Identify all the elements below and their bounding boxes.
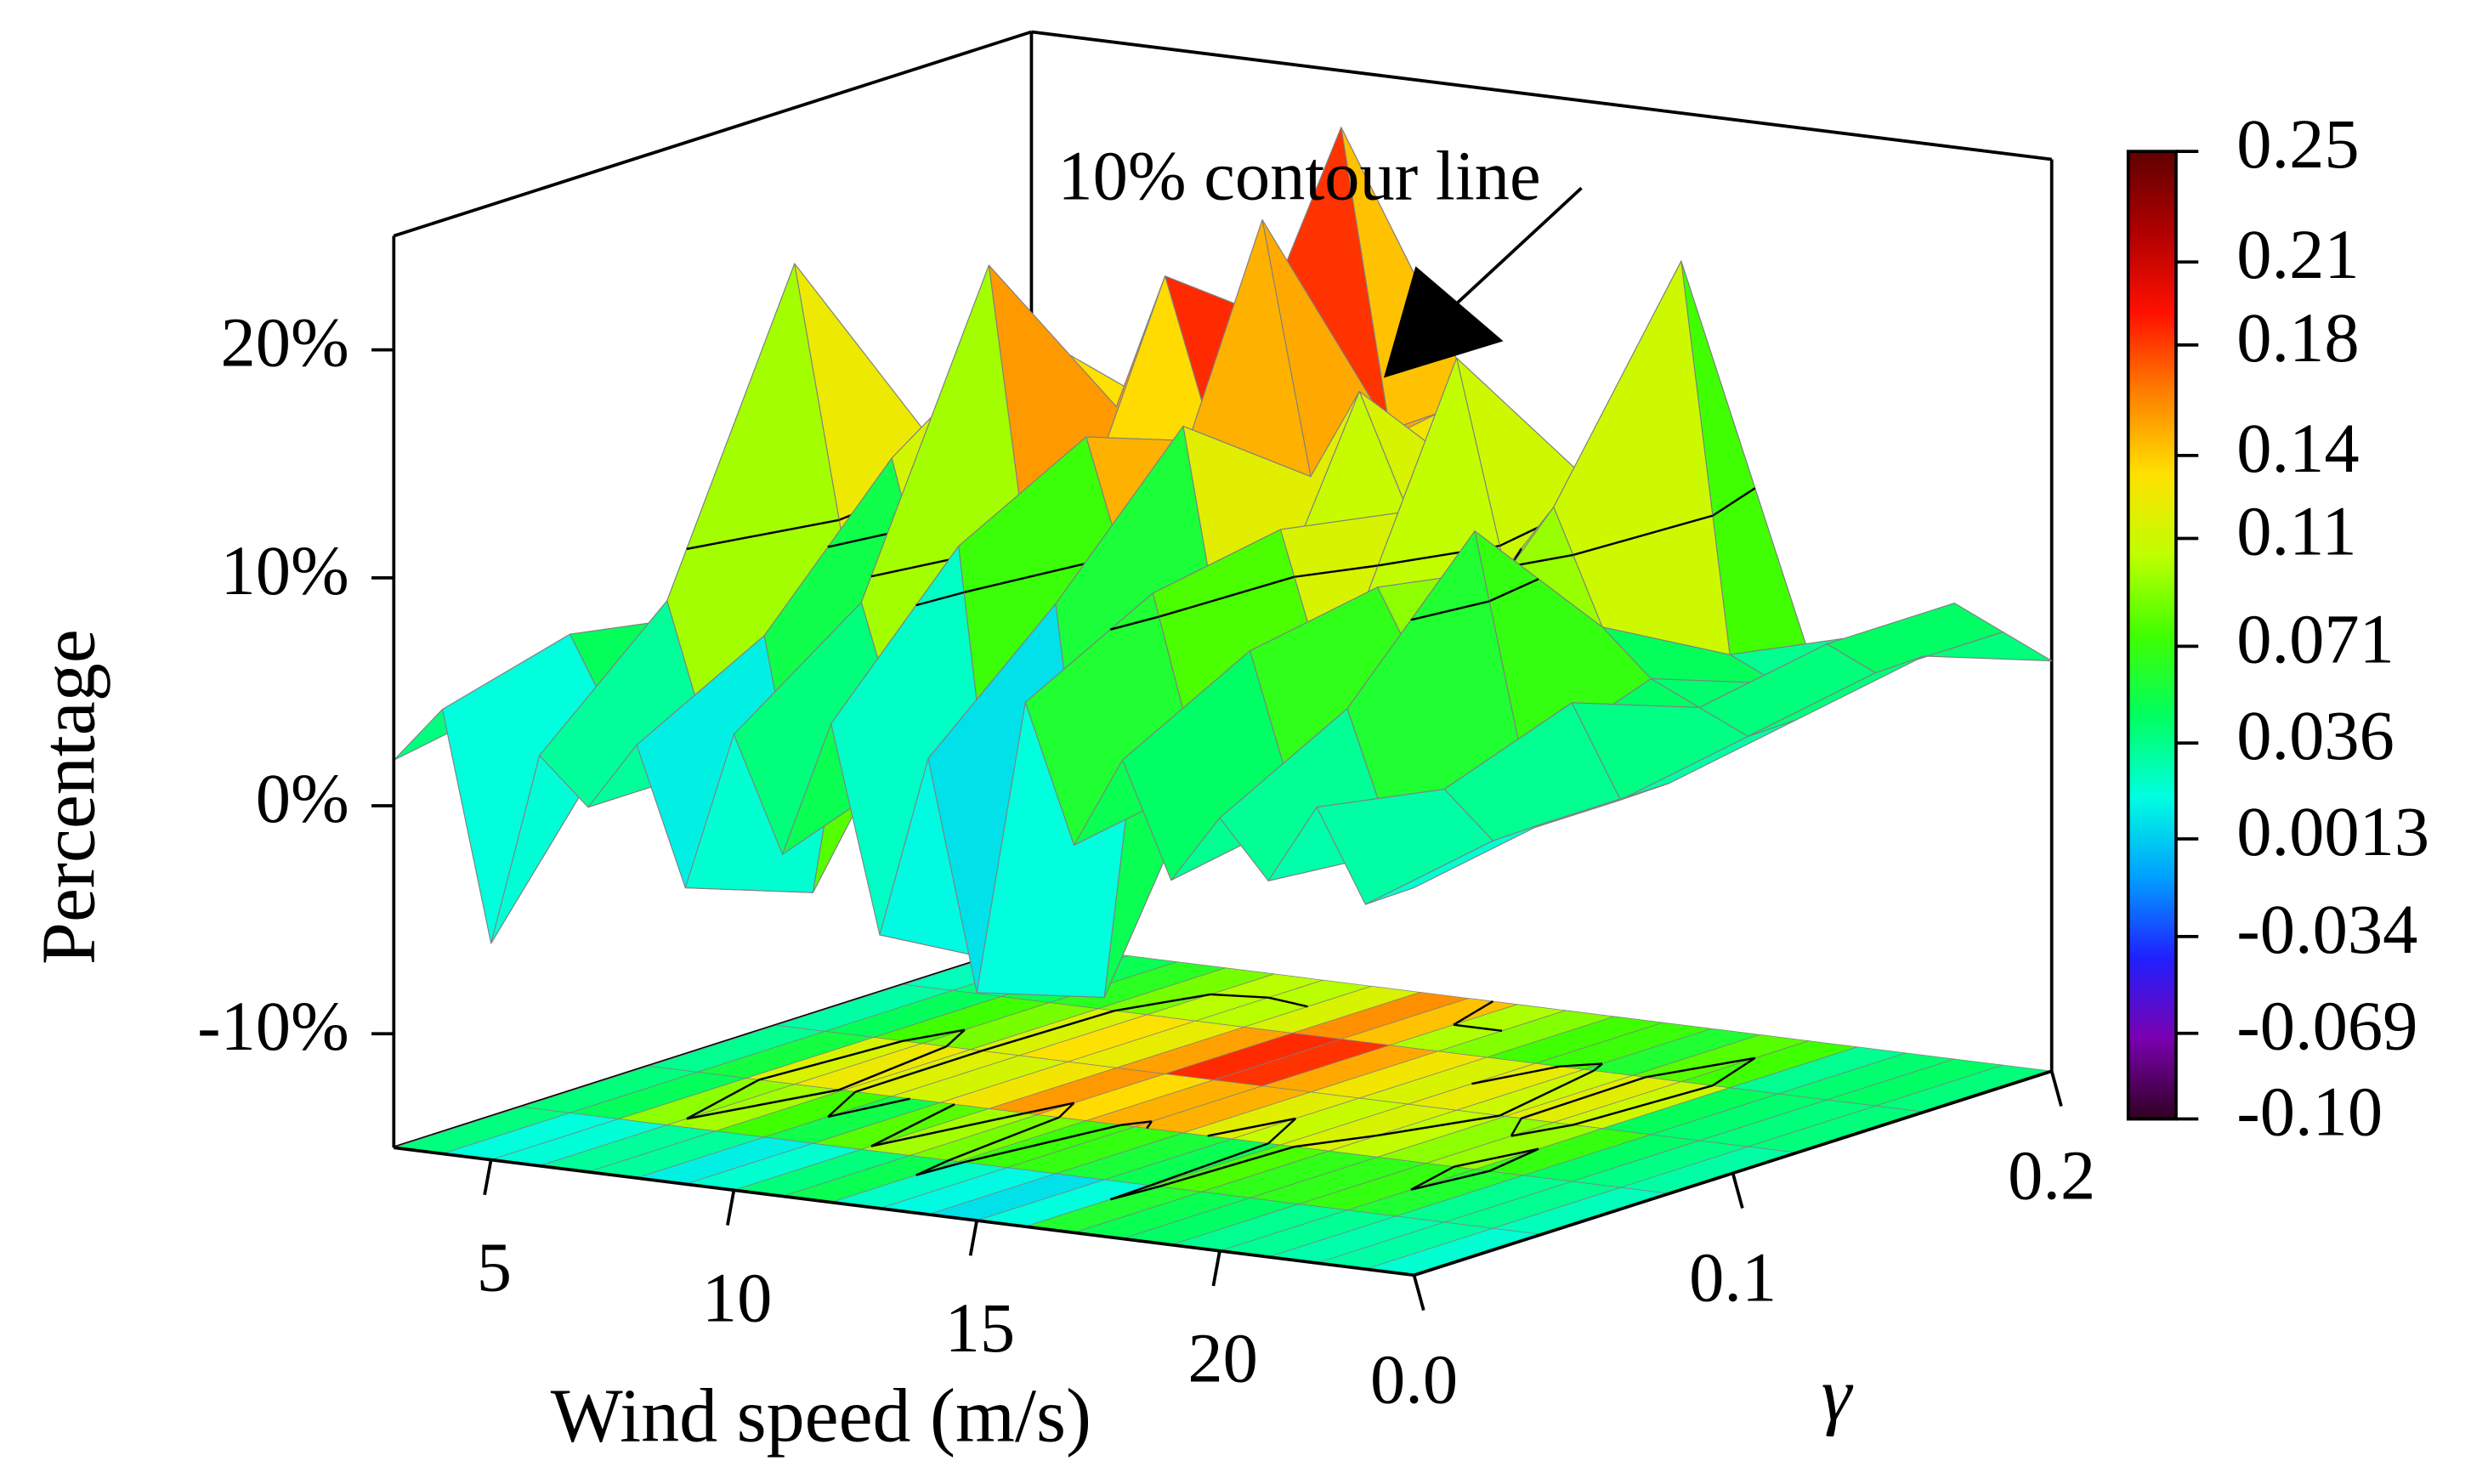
colorbar-tick-label: 0.071 bbox=[2236, 599, 2394, 677]
x-tick-label: 20 bbox=[1187, 1319, 1258, 1397]
y-tick bbox=[1731, 1172, 1744, 1209]
x-tick-label: 10 bbox=[702, 1258, 773, 1336]
contour-line bbox=[1573, 514, 1714, 557]
contour-line bbox=[1410, 1165, 1455, 1191]
contour-line bbox=[838, 1045, 947, 1091]
contour-line bbox=[1521, 1076, 1646, 1119]
contour-line bbox=[963, 1124, 1121, 1164]
contour-line bbox=[1453, 1000, 1494, 1026]
contour-line bbox=[1267, 1118, 1297, 1145]
contour-line bbox=[1378, 1114, 1500, 1137]
colorbar-tick-label: 0.25 bbox=[2236, 105, 2359, 183]
contour-line bbox=[870, 1112, 1026, 1147]
colorbar-tick-label: 0.18 bbox=[2236, 298, 2359, 377]
contour-line bbox=[948, 1116, 1060, 1162]
contour-line bbox=[1025, 1102, 1074, 1114]
y-axis-label: γ bbox=[1822, 1353, 1854, 1437]
contour-line bbox=[686, 1079, 760, 1120]
contour-line bbox=[1120, 1120, 1153, 1126]
contour-line bbox=[1210, 993, 1269, 999]
contour-line bbox=[1146, 1120, 1153, 1130]
contour-line bbox=[1499, 1069, 1595, 1117]
y-tick-label: 0.1 bbox=[1689, 1238, 1777, 1317]
x-tick-label: 15 bbox=[945, 1289, 1016, 1367]
colorbar-tick-label: 0.11 bbox=[2236, 491, 2356, 569]
contour-line bbox=[1454, 1147, 1539, 1168]
z-tick-label: 0% bbox=[256, 759, 349, 837]
contour-line bbox=[1593, 1062, 1603, 1072]
z-axis-label: Percentage bbox=[27, 629, 111, 965]
box-edge bbox=[393, 30, 1033, 238]
colorbar-tick-label: -0.034 bbox=[2236, 890, 2417, 968]
contour-line bbox=[827, 1097, 910, 1119]
contour-line bbox=[1410, 600, 1490, 621]
contour-line bbox=[1510, 553, 1573, 568]
colorbar-tick-label: -0.069 bbox=[2236, 987, 2417, 1065]
z-tick-label: -10% bbox=[197, 987, 349, 1065]
contour-line bbox=[1207, 1117, 1296, 1137]
contour-line bbox=[945, 1028, 966, 1048]
contour-line bbox=[1110, 615, 1159, 631]
x-tick bbox=[968, 1220, 978, 1256]
x-axis-label: Wind speed (m/s) bbox=[551, 1374, 1091, 1458]
colorbar bbox=[2126, 150, 2178, 1121]
colorbar-tick-label: 0.14 bbox=[2236, 409, 2359, 487]
contour-line bbox=[1488, 578, 1539, 603]
annotation: 10% contour line bbox=[1057, 137, 1540, 215]
contour-line bbox=[1712, 487, 1756, 517]
surface-cell bbox=[1364, 824, 1543, 905]
colorbar-tick-label: 0.21 bbox=[2236, 215, 2359, 293]
contour-line bbox=[1110, 1185, 1159, 1201]
contour-line bbox=[854, 1050, 983, 1093]
contour-line bbox=[686, 518, 840, 551]
colorbar-tick-label: 0.0013 bbox=[2236, 792, 2429, 870]
y-tick-label: 0.0 bbox=[1370, 1340, 1458, 1419]
y-tick bbox=[2049, 1070, 2063, 1107]
contour-line bbox=[1149, 1142, 1269, 1187]
contour-line bbox=[1267, 996, 1308, 1008]
y-tick-label: 0.2 bbox=[2008, 1136, 2095, 1214]
contour-line bbox=[1510, 1118, 1522, 1137]
colorbar-tick-label: 0.036 bbox=[2236, 696, 2394, 774]
contour-line bbox=[1058, 1102, 1075, 1119]
colorbar-tick-label: -0.10 bbox=[2236, 1072, 2383, 1150]
x-tick bbox=[726, 1189, 736, 1226]
x-axis bbox=[394, 1146, 1414, 1277]
contour-line bbox=[1294, 1134, 1379, 1148]
contour-line bbox=[902, 1028, 966, 1043]
contour-line bbox=[1159, 1146, 1295, 1188]
contour-line bbox=[870, 1103, 955, 1147]
contour-line bbox=[1712, 1056, 1756, 1087]
z-tick-label: 10% bbox=[221, 531, 349, 609]
y-tick bbox=[1412, 1274, 1425, 1311]
box-edge bbox=[1031, 30, 2052, 161]
contour-line bbox=[686, 1089, 840, 1120]
contour-line bbox=[1294, 564, 1379, 578]
x-tick bbox=[483, 1159, 493, 1196]
contour-line bbox=[1488, 1147, 1539, 1172]
x-tick bbox=[1211, 1250, 1221, 1287]
contour-line bbox=[1159, 575, 1295, 618]
contour-line bbox=[981, 1010, 1115, 1052]
contour-line bbox=[758, 1039, 904, 1081]
contour-line bbox=[1471, 1065, 1561, 1085]
contour-line bbox=[827, 1090, 857, 1118]
contour-line bbox=[1645, 1056, 1755, 1079]
contour-line bbox=[1510, 1124, 1573, 1137]
contour-line bbox=[1114, 993, 1211, 1012]
contour-line bbox=[1559, 1062, 1603, 1068]
z-tick-label: 20% bbox=[221, 303, 349, 382]
annotation-arrow-line bbox=[1453, 186, 1583, 308]
contour-line bbox=[1453, 1023, 1503, 1033]
contour-line bbox=[1573, 1085, 1714, 1126]
contour-line bbox=[915, 591, 965, 607]
x-tick-label: 5 bbox=[477, 1228, 512, 1306]
annotation-arrow-head bbox=[1383, 266, 1504, 378]
contour-line bbox=[1410, 1170, 1490, 1191]
contour-line bbox=[915, 1161, 965, 1176]
